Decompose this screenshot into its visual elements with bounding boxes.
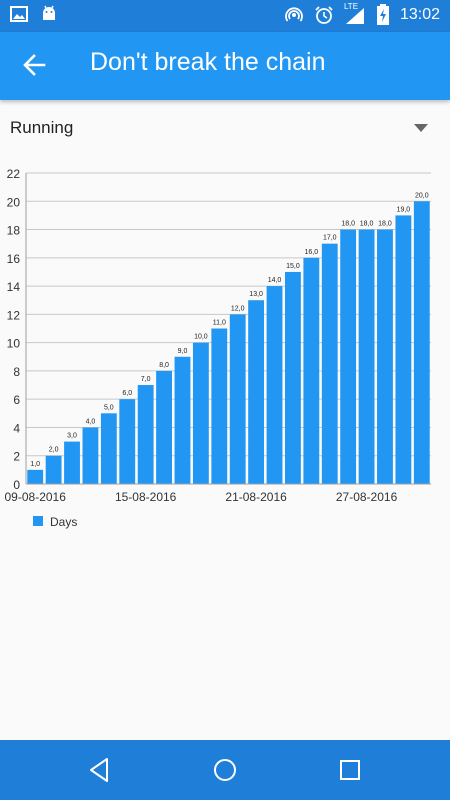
days-bar-chart: 0 2 4 6 8 10 12 14 16 18 20 22 1,0 2,0 3,0 4,0 5,0 6,0 7,0… — [5, 167, 431, 529]
recents-square-icon — [340, 760, 360, 780]
y-tick-label: 16 — [7, 252, 21, 266]
back-triangle-icon — [90, 758, 108, 782]
bar-value-label: 10,0 — [194, 334, 208, 341]
bar-value-label: 8,0 — [159, 362, 169, 369]
y-tick-label: 14 — [7, 280, 21, 294]
bar — [64, 441, 80, 484]
hotspot-icon — [285, 7, 303, 22]
bar — [211, 328, 228, 484]
bar — [285, 271, 301, 484]
y-tick-label: 10 — [7, 337, 21, 351]
bar — [266, 286, 283, 484]
bar — [27, 469, 44, 484]
bar-value-label: 12,0 — [231, 305, 245, 312]
x-tick-label: 09-08-2016 — [5, 490, 67, 504]
bar-value-label: 3,0 — [67, 433, 77, 440]
bar-value-label: 15,0 — [286, 263, 300, 270]
bar-value-label: 18,0 — [360, 221, 374, 228]
clock: 13:02 — [399, 6, 440, 23]
y-tick-label: 18 — [7, 224, 21, 238]
signal-indicator: LTE — [343, 2, 366, 26]
bar-value-label: 1,0 — [30, 461, 40, 468]
bar — [192, 342, 209, 484]
y-tick-label: 2 — [13, 450, 20, 464]
android-icon — [43, 5, 55, 20]
bar-value-label: 16,0 — [305, 249, 319, 256]
x-tick-label: 27-08-2016 — [336, 490, 398, 504]
dropdown-arrow-icon — [414, 124, 428, 132]
y-tick-label: 6 — [13, 393, 20, 407]
status-bar: LTE 13:02 — [0, 0, 450, 32]
bar-value-label: 18,0 — [341, 221, 355, 228]
habit-selector-value: Running — [10, 118, 74, 137]
bar-value-label: 18,0 — [378, 221, 392, 228]
x-tick-label: 15-08-2016 — [115, 490, 177, 504]
bar — [174, 356, 191, 484]
network-type-label: LTE — [343, 2, 359, 11]
bar-value-label: 19,0 — [397, 206, 411, 213]
bar-value-label: 2,0 — [49, 447, 59, 454]
navigation-bar — [0, 740, 450, 800]
alarm-icon — [315, 6, 333, 24]
signal-icon — [345, 8, 364, 24]
bar-value-label: 9,0 — [178, 348, 188, 355]
nav-recents-button[interactable] — [335, 755, 365, 785]
y-tick-label: 20 — [7, 195, 21, 209]
bar-value-label: 5,0 — [104, 404, 114, 411]
habit-selector-dropdown[interactable]: Running — [0, 110, 450, 150]
bar — [100, 413, 117, 484]
bar — [45, 455, 62, 484]
bar — [229, 314, 246, 484]
bar — [137, 385, 154, 484]
bar — [413, 201, 430, 484]
bar — [156, 370, 172, 484]
bar-value-label: 7,0 — [141, 376, 151, 383]
back-button[interactable] — [20, 50, 50, 80]
bar — [321, 243, 338, 484]
bar — [82, 427, 99, 484]
nav-back-button[interactable] — [85, 755, 115, 785]
bar — [340, 229, 357, 484]
x-tick-label: 21-08-2016 — [225, 490, 287, 504]
app-bar: Don't break the chain — [0, 32, 450, 100]
legend-label: Days — [50, 515, 77, 529]
notification-icons — [10, 5, 58, 23]
bar — [358, 229, 375, 484]
y-tick-label: 0 — [13, 478, 20, 492]
legend-swatch — [33, 516, 43, 526]
bar-value-label: 6,0 — [122, 390, 132, 397]
nav-home-button[interactable] — [210, 755, 240, 785]
bar — [303, 257, 320, 484]
y-tick-label: 8 — [13, 365, 20, 379]
arrow-left-icon — [23, 54, 46, 76]
bar-value-label: 17,0 — [323, 235, 337, 242]
y-tick-label: 22 — [7, 167, 21, 181]
system-icons: LTE 13:02 — [284, 2, 440, 26]
bar — [119, 399, 136, 484]
page-title: Don't break the chain — [90, 48, 326, 76]
y-tick-label: 12 — [7, 308, 21, 322]
bar-value-label: 20,0 — [415, 192, 429, 199]
home-circle-icon — [214, 759, 236, 781]
bar-value-label: 4,0 — [86, 418, 96, 425]
bar-value-label: 14,0 — [268, 277, 282, 284]
image-icon — [10, 6, 28, 22]
bar-value-label: 13,0 — [249, 291, 263, 298]
bar — [395, 215, 412, 484]
bar — [248, 300, 265, 484]
y-tick-label: 4 — [13, 421, 20, 435]
bar — [377, 229, 393, 484]
battery-charging-icon — [376, 4, 389, 25]
bar-value-label: 11,0 — [213, 320, 226, 327]
